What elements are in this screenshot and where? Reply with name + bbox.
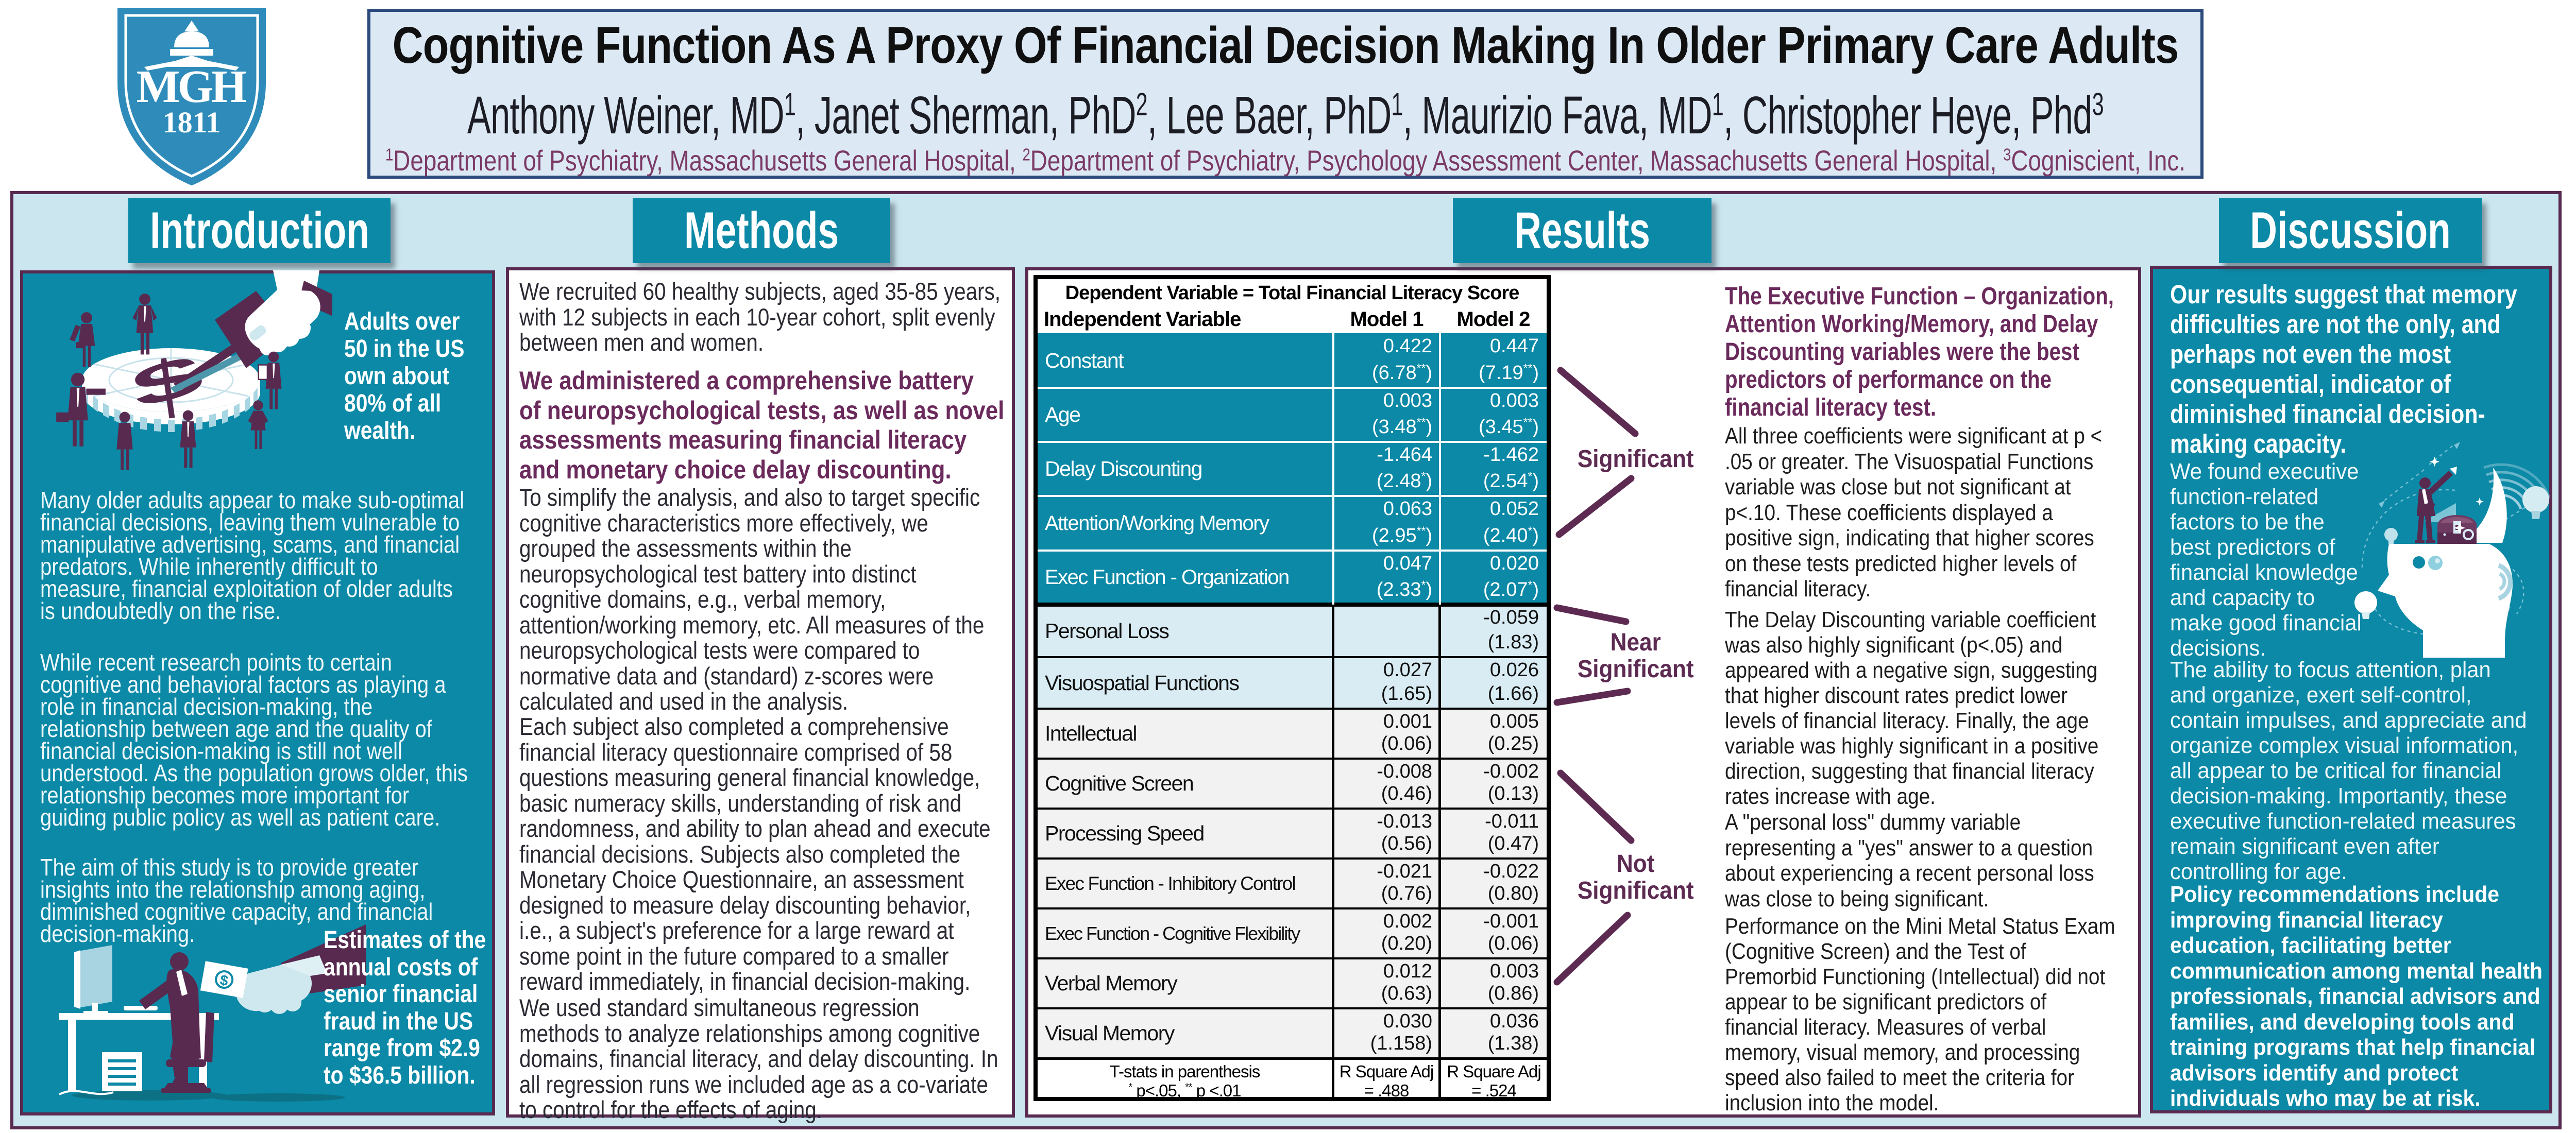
svg-text:1811: 1811 (163, 106, 221, 139)
svg-text:MGH: MGH (137, 61, 247, 112)
svg-text:$: $ (219, 972, 230, 989)
